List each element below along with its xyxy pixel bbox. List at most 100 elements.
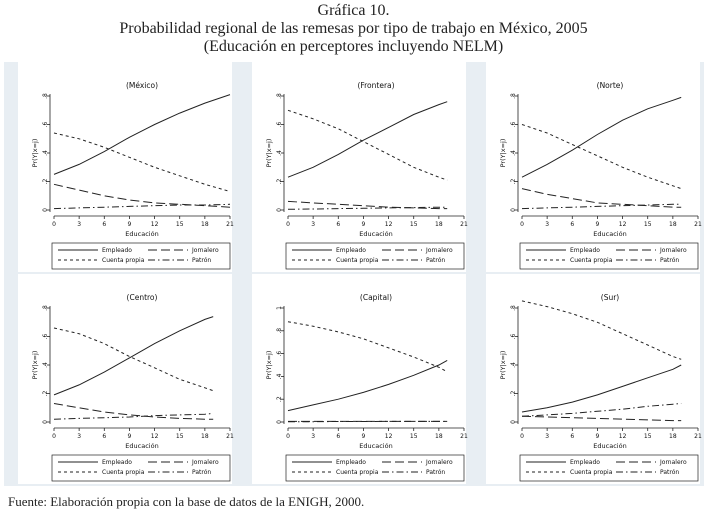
legend-label: Cuenta propia	[102, 257, 145, 264]
legend-label: Patrón	[192, 257, 211, 264]
series-line-cuenta-propia	[53, 327, 214, 392]
x-tick-label: 3	[545, 433, 549, 440]
series-line-patr-n	[53, 203, 231, 210]
subplot-title: (Frontera)	[357, 81, 394, 90]
legend-label: Jornalero	[659, 459, 687, 466]
x-tick-label: 9	[362, 221, 366, 228]
y-tick-label: .8	[510, 305, 517, 311]
x-tick-label: 18	[669, 221, 677, 228]
legend-label: Empleado	[336, 247, 366, 254]
subplot-5: (Capital) 0 .2 .4 .6 .8 1 Pr(Y|x=j) 0 3 6 9 12 15 18 21…	[252, 274, 468, 484]
x-tick-label: 9	[596, 433, 600, 440]
legend-label: Patrón	[426, 469, 445, 476]
x-tick-label: 15	[644, 221, 652, 228]
series-line-patr-n	[287, 206, 448, 210]
legend-label: Patrón	[192, 469, 211, 476]
y-tick-label: .4	[510, 150, 517, 156]
legend-label: Cuenta propia	[336, 257, 379, 264]
subplot-background	[18, 274, 232, 484]
x-tick-label: 21	[226, 221, 234, 228]
x-tick-label: 0	[286, 433, 290, 440]
y-tick-label: .4	[276, 150, 283, 156]
x-tick-label: 0	[52, 433, 56, 440]
y-tick-label: .2	[276, 396, 283, 402]
series-line-jornalero	[521, 188, 682, 208]
x-tick-label: 15	[410, 221, 418, 228]
y-tick-label: .6	[276, 351, 283, 357]
x-axis-label: Educación	[125, 442, 158, 450]
x-tick-label: 0	[286, 221, 290, 228]
y-tick-label: 0	[510, 208, 517, 212]
series-line-empleado	[521, 364, 682, 413]
figure-title: Probabilidad regional de las remesas por…	[119, 20, 588, 37]
x-tick-label: 0	[520, 433, 524, 440]
y-tick-label: .8	[276, 93, 283, 99]
y-tick-label: .2	[276, 178, 283, 184]
y-axis-label: Pr(Y|x=j)	[499, 351, 507, 380]
y-axis-label: Pr(Y|x=j)	[31, 139, 39, 168]
source-note: Fuente: Elaboración propia con la base d…	[8, 494, 365, 509]
x-tick-label: 0	[52, 221, 56, 228]
legend-label: Empleado	[570, 459, 600, 466]
x-tick-label: 21	[460, 433, 468, 440]
subplot-title: (Capital)	[360, 293, 392, 302]
x-tick-label: 21	[226, 433, 234, 440]
y-tick-label: .2	[510, 178, 517, 184]
series-line-empleado	[287, 359, 448, 412]
x-tick-label: 12	[151, 433, 159, 440]
x-tick-label: 21	[460, 221, 468, 228]
y-tick-label: 0	[42, 208, 49, 212]
legend-label: Cuenta propia	[570, 257, 613, 264]
x-tick-label: 9	[128, 221, 132, 228]
subplot-3: (Norte) 0 .2 .4 .6 .8 Pr(Y|x=j) 0 3 6 9 12 15 18 21 Edu…	[486, 62, 702, 272]
charts-grid: (México) 0 .2 .4 .6 .8 Pr(Y|x=j) 0 3 6 9 12 15 18 21 Ed…	[18, 62, 702, 484]
x-tick-label: 3	[311, 221, 315, 228]
x-axis-label: Educación	[593, 442, 626, 450]
x-tick-label: 12	[385, 221, 393, 228]
y-tick-label: .8	[276, 328, 283, 334]
legend-box	[285, 242, 465, 270]
y-tick-label: .6	[510, 333, 517, 339]
x-tick-label: 6	[336, 221, 340, 228]
series-line-cuenta-propia	[287, 321, 448, 373]
legend-label: Cuenta propia	[336, 469, 379, 476]
x-tick-label: 0	[520, 221, 524, 228]
x-tick-label: 3	[77, 221, 81, 228]
series-line-cuenta-propia	[53, 132, 231, 192]
legend-label: Empleado	[570, 247, 600, 254]
subplot-1: (México) 0 .2 .4 .6 .8 Pr(Y|x=j) 0 3 6 9 12 15 18 21 Ed…	[18, 62, 234, 272]
x-tick-label: 15	[176, 221, 184, 228]
x-tick-label: 3	[311, 433, 315, 440]
series-line-empleado	[53, 316, 214, 396]
figure-number: Gráfica 10.	[317, 2, 390, 19]
y-tick-label: .4	[42, 150, 49, 156]
series-line-cuenta-propia	[521, 300, 682, 360]
x-axis-label: Educación	[125, 230, 158, 238]
series-line-patr-n	[521, 403, 682, 417]
y-tick-label: .2	[510, 390, 517, 396]
y-tick-label: .6	[42, 333, 49, 339]
x-tick-label: 6	[570, 433, 574, 440]
subplot-background	[18, 62, 232, 272]
y-tick-label: .4	[42, 362, 49, 368]
x-tick-label: 6	[570, 221, 574, 228]
x-axis-label: Educación	[359, 442, 392, 450]
legend-label: Patrón	[660, 257, 679, 264]
x-tick-label: 9	[596, 221, 600, 228]
x-tick-label: 18	[669, 433, 677, 440]
x-tick-label: 12	[619, 433, 627, 440]
x-tick-label: 15	[644, 433, 652, 440]
y-tick-label: 0	[276, 420, 283, 424]
figure-subtitle: (Educación en perceptores incluyendo NEL…	[203, 38, 504, 55]
legend-box	[51, 242, 231, 270]
y-axis-label: Pr(Y|x=j)	[31, 351, 39, 380]
x-tick-label: 3	[545, 221, 549, 228]
x-tick-label: 9	[362, 433, 366, 440]
x-tick-label: 18	[201, 221, 209, 228]
x-tick-label: 6	[336, 433, 340, 440]
series-line-jornalero	[287, 200, 448, 210]
chart-header: Gráfica 10. Probabilidad regional de las…	[0, 2, 707, 56]
y-tick-label: 0	[510, 420, 517, 424]
y-tick-label: .6	[276, 121, 283, 127]
series-line-jornalero	[53, 403, 214, 420]
